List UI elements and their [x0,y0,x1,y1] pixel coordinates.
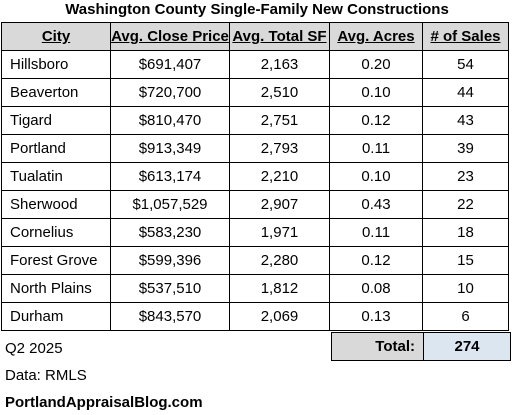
price-cell: $691,407 [110,50,230,79]
price-cell: $583,230 [110,218,230,247]
column-header-number-of-sales: # of Sales [422,22,509,51]
price-cell: $913,349 [110,134,230,163]
city-cell: Sherwood [1,190,111,219]
table-row: Sherwood $1,057,529 2,907 0.43 22 [1,190,509,219]
website-credit: PortlandAppraisalBlog.com [5,394,203,411]
table-row: Forest Grove $599,396 2,280 0.12 15 [1,246,509,275]
city-cell: Tigard [1,106,111,135]
column-header-avg-total-sf: Avg. Total SF [229,22,330,51]
price-cell: $843,570 [110,302,230,331]
acres-cell: 0.13 [329,302,423,331]
column-header-avg-acres: Avg. Acres [329,22,423,51]
price-cell: $1,057,529 [110,190,230,219]
acres-cell: 0.10 [329,162,423,191]
price-cell: $720,700 [110,78,230,107]
table-row: Portland $913,349 2,793 0.11 39 [1,134,509,163]
sf-cell: 2,793 [229,134,330,163]
table-row: North Plains $537,510 1,812 0.08 10 [1,274,509,303]
table-row: Tigard $810,470 2,751 0.12 43 [1,106,509,135]
sf-cell: 1,812 [229,274,330,303]
table-row: Tualatin $613,174 2,210 0.10 23 [1,162,509,191]
sales-cell: 6 [422,302,509,331]
sf-cell: 1,971 [229,218,330,247]
city-cell: Cornelius [1,218,111,247]
acres-cell: 0.08 [329,274,423,303]
city-cell: Durham [1,302,111,331]
sf-cell: 2,210 [229,162,330,191]
sales-cell: 18 [422,218,509,247]
price-cell: $613,174 [110,162,230,191]
sales-cell: 43 [422,106,509,135]
city-cell: Beaverton [1,78,111,107]
table-row: Hillsboro $691,407 2,163 0.20 54 [1,50,509,79]
sales-table: City Avg. Close Price Avg. Total SF Avg.… [1,22,509,331]
acres-cell: 0.43 [329,190,423,219]
sales-cell: 10 [422,274,509,303]
column-header-city: City [1,22,111,51]
sf-cell: 2,751 [229,106,330,135]
acres-cell: 0.12 [329,106,423,135]
price-cell: $599,396 [110,246,230,275]
acres-cell: 0.12 [329,246,423,275]
sales-cell: 23 [422,162,509,191]
sf-cell: 2,907 [229,190,330,219]
table-row: Durham $843,570 2,069 0.13 6 [1,302,509,331]
total-value-cell: 274 [423,332,511,361]
city-cell: Portland [1,134,111,163]
sf-cell: 2,280 [229,246,330,275]
sf-cell: 2,510 [229,78,330,107]
column-header-avg-close-price: Avg. Close Price [110,22,230,51]
sf-cell: 2,163 [229,50,330,79]
sales-cell: 44 [422,78,509,107]
acres-cell: 0.20 [329,50,423,79]
total-label: Total: [375,338,415,355]
sf-cell: 2,069 [229,302,330,331]
table-row: Beaverton $720,700 2,510 0.10 44 [1,78,509,107]
acres-cell: 0.10 [329,78,423,107]
sales-cell: 15 [422,246,509,275]
city-cell: Tualatin [1,162,111,191]
table-row: Cornelius $583,230 1,971 0.11 18 [1,218,509,247]
sales-cell: 39 [422,134,509,163]
quarter-note: Q2 2025 [5,340,63,357]
price-cell: $537,510 [110,274,230,303]
acres-cell: 0.11 [329,134,423,163]
header-row: City Avg. Close Price Avg. Total SF Avg.… [1,22,509,51]
data-source-note: Data: RMLS [5,367,87,384]
city-cell: North Plains [1,274,111,303]
acres-cell: 0.11 [329,218,423,247]
total-label-cell: Total: [331,332,424,361]
city-cell: Forest Grove [1,246,111,275]
table-title: Washington County Single-Family New Cons… [65,1,449,18]
city-cell: Hillsboro [1,50,111,79]
sales-cell: 54 [422,50,509,79]
price-cell: $810,470 [110,106,230,135]
sales-cell: 22 [422,190,509,219]
